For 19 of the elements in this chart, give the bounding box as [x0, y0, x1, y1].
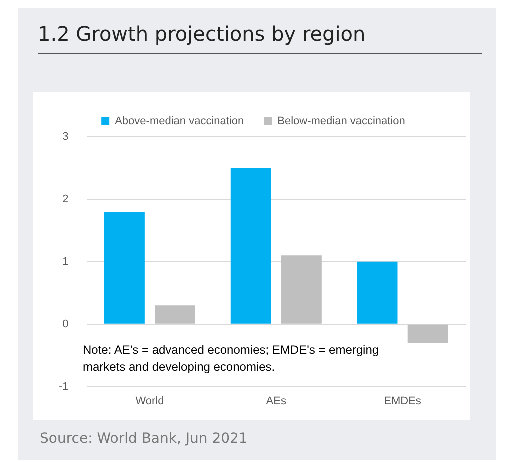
- chart-title: 1.2 Growth projections by region: [38, 22, 366, 46]
- bar: [155, 306, 196, 324]
- x-tick-label: EMDEs: [384, 395, 422, 408]
- bar: [230, 168, 272, 324]
- bar: [357, 262, 398, 324]
- bar: [104, 212, 145, 324]
- legend-label: Above-median vaccination: [115, 116, 244, 128]
- y-tick-label: -1: [59, 380, 69, 393]
- legend-label: Below-median vaccination: [278, 116, 406, 128]
- y-tick-label: 2: [62, 193, 69, 206]
- bar: [281, 256, 322, 324]
- bar: [408, 324, 448, 344]
- annotation: Note: AE's = advanced economies; EMDE's = emerging markets and developing economies.: [83, 342, 380, 376]
- source-note: Source: World Bank, Jun 2021: [40, 431, 248, 447]
- x-tick-label: AEs: [266, 395, 287, 408]
- y-tick-label: 0: [62, 318, 69, 330]
- y-tick-label: 3: [62, 131, 69, 144]
- x-tick-label: World: [136, 395, 164, 408]
- y-tick-label: 1: [62, 256, 69, 268]
